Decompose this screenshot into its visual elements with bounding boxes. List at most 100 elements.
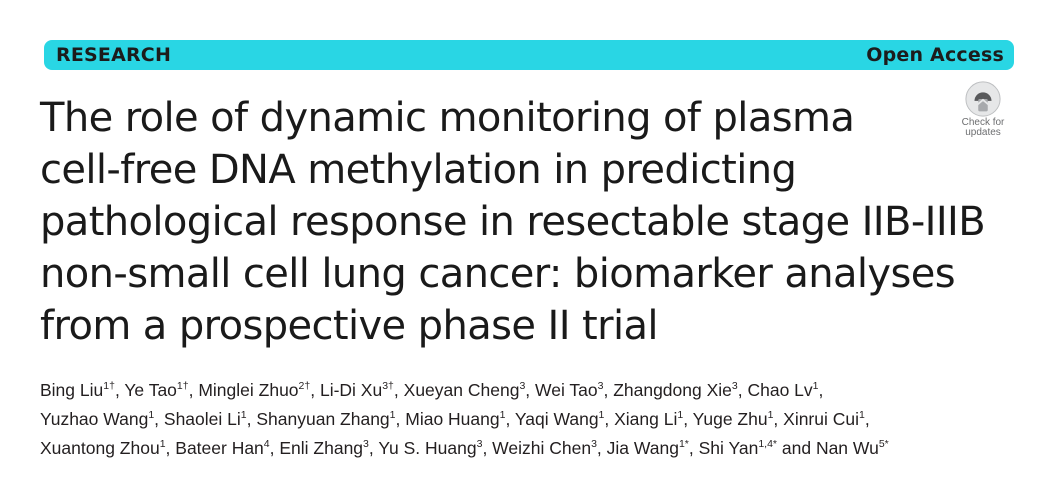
open-access-label[interactable]: Open Access xyxy=(866,44,1004,66)
author-separator: , xyxy=(269,438,280,458)
author[interactable]: Xuantong Zhou1 xyxy=(40,438,166,458)
author-name: Xinrui Cui xyxy=(783,409,860,429)
author-name: Nan Wu xyxy=(815,438,879,458)
author-affiliation: 1 xyxy=(598,409,605,421)
author[interactable]: Shanyuan Zhang1 xyxy=(256,409,395,429)
author-separator: , xyxy=(165,438,176,458)
author[interactable]: Yu S. Huang3 xyxy=(378,438,482,458)
author-separator: , xyxy=(596,438,607,458)
author-affiliation: 3 xyxy=(519,380,526,392)
author-name: Jia Wang xyxy=(606,438,679,458)
author-name: Yuzhao Wang xyxy=(40,409,149,429)
author-separator: , xyxy=(505,409,515,429)
author-separator: , xyxy=(482,438,493,458)
author-separator: , xyxy=(683,409,693,429)
author-name: Yaqi Wang xyxy=(514,409,599,429)
author[interactable]: Miao Huang1 xyxy=(405,409,505,429)
author-name: Yu S. Huang xyxy=(378,438,477,458)
author-separator: , xyxy=(525,380,536,400)
author-affiliation: 2† xyxy=(298,380,311,392)
author[interactable]: Wei Tao3 xyxy=(535,380,603,400)
author-affiliation: 4 xyxy=(263,438,270,450)
article-type-banner: RESEARCH Open Access xyxy=(44,40,1014,70)
author[interactable]: Li-Di Xu3† xyxy=(320,380,394,400)
badge-text-line2: updates xyxy=(965,127,1001,138)
author[interactable]: Shi Yan1,4* xyxy=(699,438,777,458)
author[interactable]: Xiang Li1 xyxy=(614,409,683,429)
author-name: Bateer Han xyxy=(175,438,264,458)
author-name: Shanyuan Zhang xyxy=(256,409,390,429)
author-affiliation: 1 xyxy=(159,438,166,450)
check-for-updates-badge[interactable]: Check for updates xyxy=(952,80,1014,140)
title-line: pathological response in resectable stag… xyxy=(40,199,986,245)
author-separator: , xyxy=(368,438,379,458)
author[interactable]: Chao Lv1 xyxy=(747,380,818,400)
author-name: Xuantong Zhou xyxy=(40,438,160,458)
author-affiliation: 3 xyxy=(597,380,604,392)
author-name: Bing Liu xyxy=(40,380,104,400)
author-separator: , xyxy=(114,380,125,400)
author-affiliation: 1,4* xyxy=(758,438,777,450)
author[interactable]: Zhangdong Xie3 xyxy=(613,380,738,400)
author-name: Wei Tao xyxy=(535,380,598,400)
author-name: Weizhi Chen xyxy=(492,438,592,458)
author-name: Shi Yan xyxy=(698,438,759,458)
author-affiliation: 3 xyxy=(476,438,483,450)
author-name: Yuge Zhu xyxy=(692,409,768,429)
author-separator: , xyxy=(246,409,257,429)
author[interactable]: Enli Zhang3 xyxy=(279,438,369,458)
author-separator: , xyxy=(864,409,870,429)
author-affiliation: 1 xyxy=(148,409,155,421)
author-name: Miao Huang xyxy=(405,409,500,429)
author-name: Ye Tao xyxy=(124,380,177,400)
author[interactable]: Weizhi Chen3 xyxy=(492,438,597,458)
author-affiliation: 1† xyxy=(103,380,115,392)
author-name: Zhangdong Xie xyxy=(613,380,732,400)
author-name: Shaolei Li xyxy=(163,409,241,429)
author-line: Xuantong Zhou1, Bateer Han4, Enli Zhang3… xyxy=(40,434,1030,463)
badge-text-line1: Check for xyxy=(961,117,1005,128)
author-affiliation: 1 xyxy=(499,409,506,421)
section-label: RESEARCH xyxy=(56,44,172,66)
author[interactable]: Yaqi Wang1 xyxy=(515,409,605,429)
author-line: Bing Liu1†, Ye Tao1†, Minglei Zhuo2†, Li… xyxy=(40,376,1030,405)
author-affiliation: 3 xyxy=(731,380,738,392)
author-line: Yuzhao Wang1, Shaolei Li1, Shanyuan Zhan… xyxy=(40,405,1030,434)
author[interactable]: Bateer Han4 xyxy=(175,438,269,458)
author[interactable]: Jia Wang1* xyxy=(607,438,689,458)
author-affiliation: 1 xyxy=(767,409,774,421)
title-line: The role of dynamic monitoring of plasma xyxy=(40,95,855,141)
author[interactable]: Ye Tao1† xyxy=(124,380,188,400)
author[interactable]: Xinrui Cui1 xyxy=(783,409,865,429)
author-affiliation: 1 xyxy=(859,409,865,421)
author-affiliation: 1 xyxy=(677,409,684,421)
author-name: Enli Zhang xyxy=(279,438,364,458)
author-separator: and xyxy=(777,438,816,458)
author[interactable]: Shaolei Li1 xyxy=(164,409,247,429)
author-affiliation: 5* xyxy=(878,438,889,450)
author-affiliation: 1 xyxy=(812,380,819,392)
author[interactable]: Xueyan Cheng3 xyxy=(404,380,526,400)
author-name: Xueyan Cheng xyxy=(403,380,520,400)
author-separator: , xyxy=(773,409,784,429)
author-name: Minglei Zhuo xyxy=(198,380,299,400)
author[interactable]: Bing Liu1† xyxy=(40,380,115,400)
author-affiliation: 1† xyxy=(176,380,189,392)
author-affiliation: 1* xyxy=(678,438,689,450)
author-separator: , xyxy=(154,409,164,429)
author-affiliation: 3 xyxy=(591,438,597,450)
author-affiliation: 1 xyxy=(389,409,396,421)
author-separator: , xyxy=(395,409,406,429)
author-affiliation: 3† xyxy=(382,380,394,392)
author[interactable]: Yuzhao Wang1 xyxy=(40,409,154,429)
author-name: Chao Lv xyxy=(747,380,813,400)
author-separator: , xyxy=(604,409,615,429)
author-list: Bing Liu1†, Ye Tao1†, Minglei Zhuo2†, Li… xyxy=(40,376,1030,463)
author-name: Xiang Li xyxy=(614,409,678,429)
title-line: cell-free DNA methylation in predicting xyxy=(40,147,797,193)
author-affiliation: 3 xyxy=(363,438,369,450)
author[interactable]: Minglei Zhuo2† xyxy=(198,380,310,400)
title-line: from a prospective phase II trial xyxy=(40,303,658,349)
author[interactable]: Nan Wu5* xyxy=(816,438,889,458)
author[interactable]: Yuge Zhu1 xyxy=(693,409,774,429)
